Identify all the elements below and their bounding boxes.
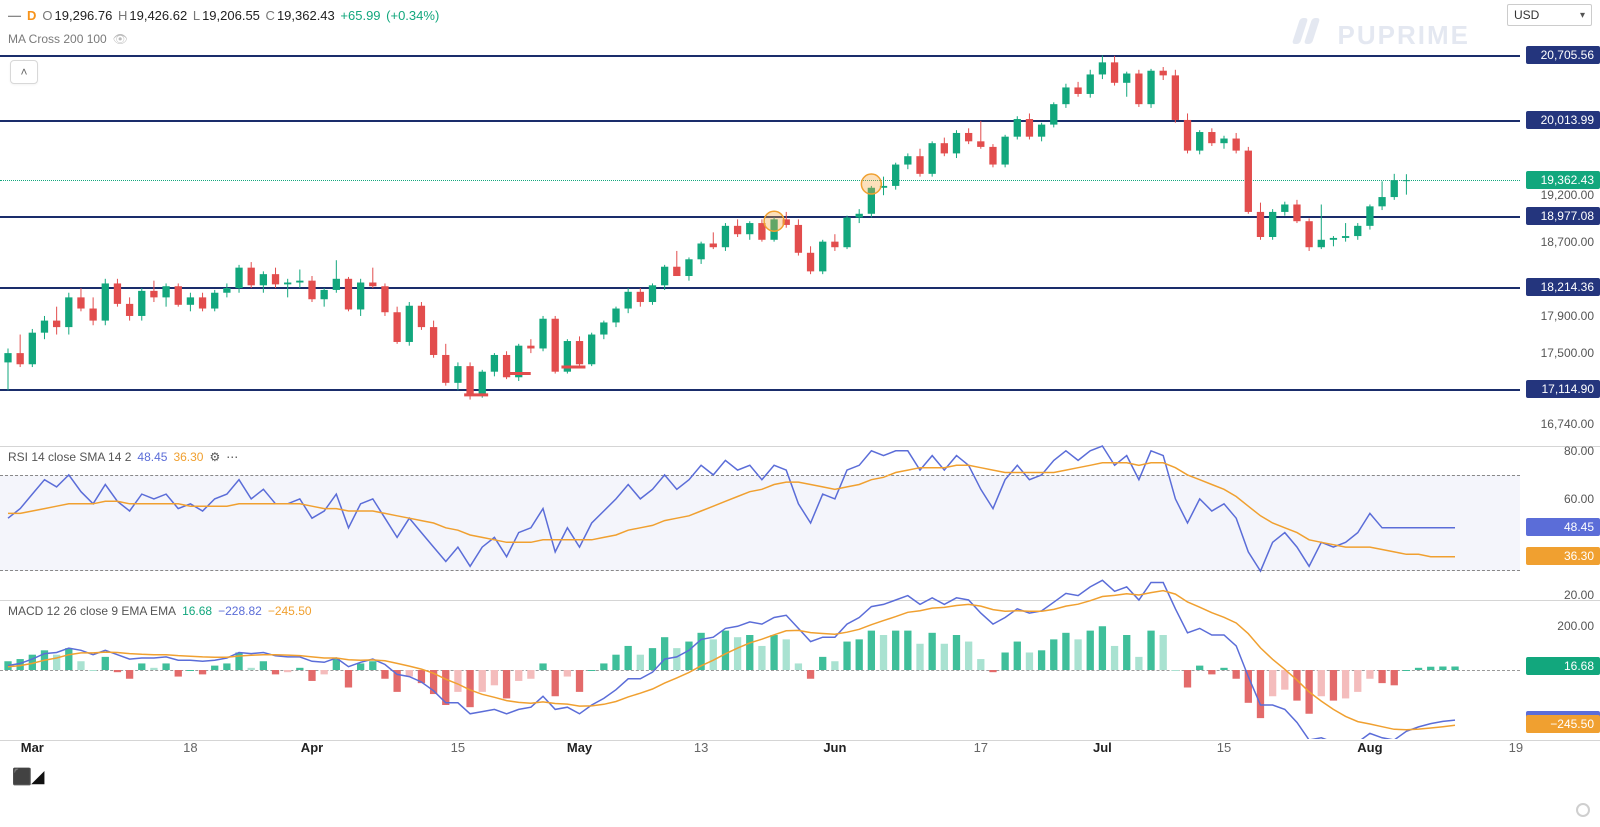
x-tick: 18 — [183, 740, 197, 755]
price-tick: 16,740.00 — [1541, 417, 1594, 431]
chart-svg — [0, 28, 1520, 739]
rsi-tick: 20.00 — [1564, 588, 1594, 602]
price-tick: 18,700.00 — [1541, 235, 1594, 249]
currency-value: USD — [1514, 8, 1539, 22]
x-axis: Mar 18 Apr 15 May 13 Jun 17 Jul 15 Aug 19 — [0, 740, 1520, 766]
rsi-value-badge: 36.30 — [1526, 547, 1600, 565]
x-tick: May — [567, 740, 592, 755]
more-icon: ⋯ — [226, 450, 238, 464]
chart-area[interactable] — [0, 28, 1520, 739]
x-tick: Apr — [301, 740, 323, 755]
symbol-dash: — — [8, 8, 21, 23]
ohlc-readout: O19,296.76 H19,426.62 L19,206.55 C19,362… — [42, 8, 443, 23]
macd-value-badge: 16.68 — [1526, 657, 1600, 675]
macd-value-badge: −245.50 — [1526, 715, 1600, 733]
tradingview-logo: ⬛◢ — [12, 767, 44, 787]
macd-tick: 200.00 — [1557, 619, 1594, 633]
x-tick: Mar — [21, 740, 44, 755]
settings-icon: ⚙ — [209, 450, 220, 464]
rsi-value-badge: 48.45 — [1526, 518, 1600, 536]
x-tick: Jun — [823, 740, 846, 755]
current-price-badge: 19,362.43 — [1526, 171, 1600, 189]
settings-gear-icon[interactable] — [1576, 803, 1594, 821]
x-tick: Jul — [1093, 740, 1112, 755]
x-tick: 15 — [451, 740, 465, 755]
x-tick: 13 — [694, 740, 708, 755]
x-tick: 19 — [1509, 740, 1523, 755]
rsi-tick: 60.00 — [1564, 492, 1594, 506]
price-tick: 19,200.00 — [1541, 188, 1594, 202]
rsi-pane-label[interactable]: RSI 14 close SMA 14 2 48.45 36.30 ⚙ ⋯ — [8, 450, 238, 464]
price-level-badge: 20,705.56 — [1526, 46, 1600, 64]
price-level-badge: 20,013.99 — [1526, 111, 1600, 129]
macd-pane-label[interactable]: MACD 12 26 close 9 EMA EMA 16.68 −228.82… — [8, 604, 312, 618]
price-tick: 17,500.00 — [1541, 346, 1594, 360]
price-level-badge: 18,977.08 — [1526, 207, 1600, 225]
currency-select[interactable]: USD ▾ — [1507, 4, 1592, 26]
x-tick: Aug — [1357, 740, 1382, 755]
x-tick: 17 — [974, 740, 988, 755]
price-level-badge: 17,114.90 — [1526, 380, 1600, 398]
price-level-badge: 18,214.36 — [1526, 278, 1600, 296]
timeframe-badge[interactable]: D — [27, 8, 36, 23]
price-tick: 17,900.00 — [1541, 309, 1594, 323]
x-tick: 15 — [1217, 740, 1231, 755]
rsi-tick: 80.00 — [1564, 444, 1594, 458]
y-axis: 20,705.56 20,013.99 18,977.08 18,214.36 17,1… — [1520, 28, 1600, 739]
chevron-down-icon: ▾ — [1580, 10, 1585, 21]
